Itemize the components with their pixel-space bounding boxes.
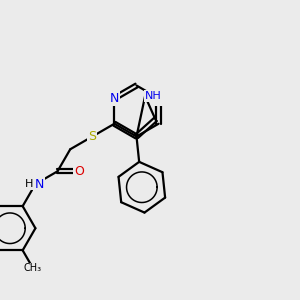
Text: CH₃: CH₃: [24, 263, 42, 273]
Text: N: N: [154, 92, 163, 105]
Text: NH: NH: [145, 91, 162, 101]
Text: N: N: [34, 178, 44, 190]
Text: H: H: [25, 179, 33, 189]
Text: N: N: [110, 92, 119, 105]
Text: O: O: [74, 165, 84, 178]
Text: S: S: [88, 130, 96, 143]
